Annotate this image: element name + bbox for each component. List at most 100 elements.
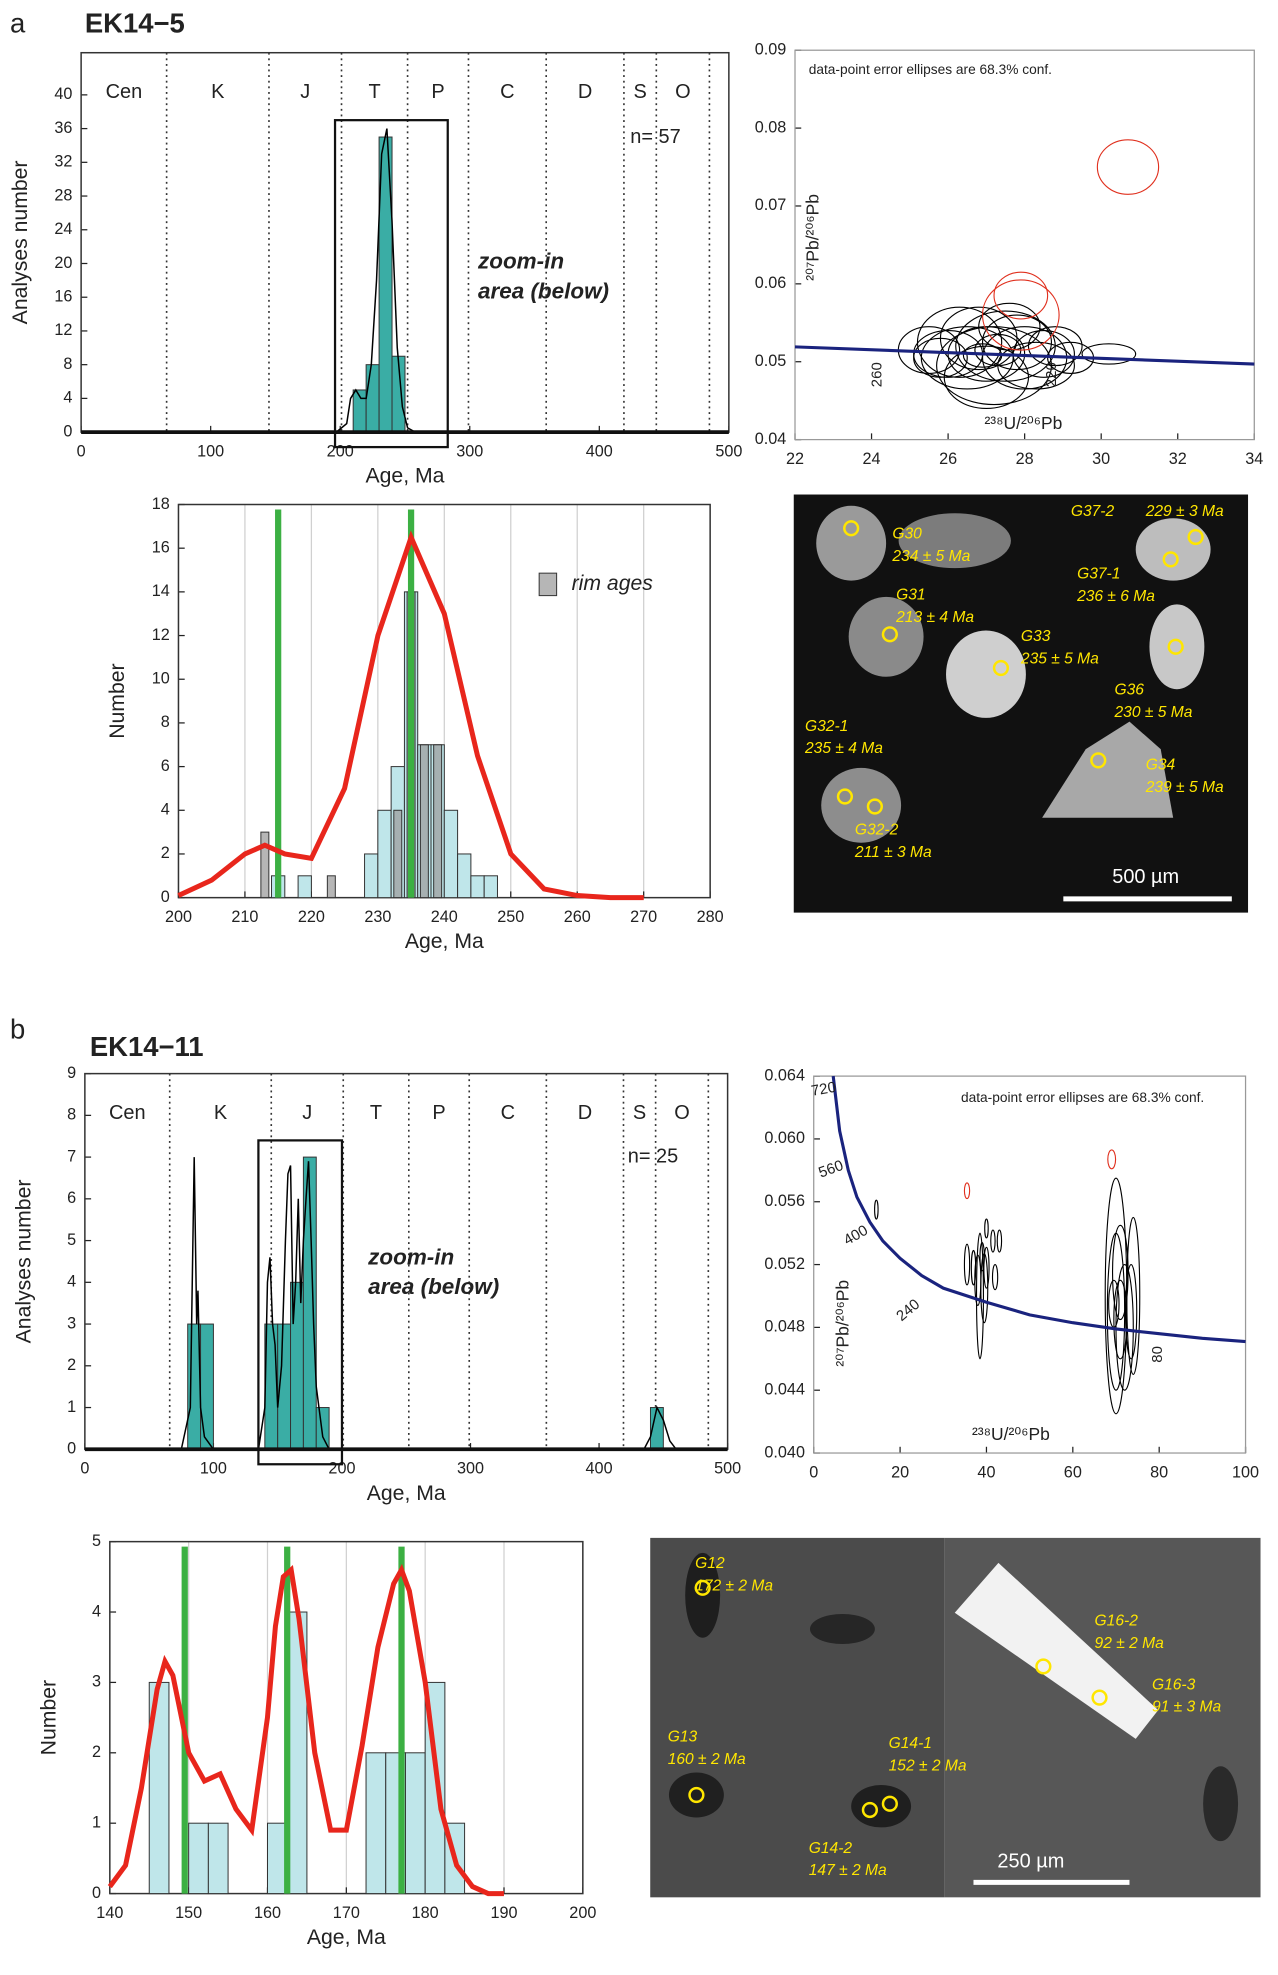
grain-name: G36 xyxy=(1115,682,1145,699)
spot xyxy=(1035,1658,1052,1675)
error-ellipse xyxy=(963,1182,971,1200)
y-tick-label: 8 xyxy=(63,355,72,373)
concordia-curve xyxy=(794,345,1255,366)
grain-age: 172 ± 2 Ma xyxy=(695,1578,773,1595)
x-tick-label: 0 xyxy=(809,1463,818,1481)
density-curve xyxy=(643,1405,677,1450)
grain-name: G14-1 xyxy=(889,1735,932,1752)
x-tick-label: 500 xyxy=(715,442,742,460)
y-tick-label: 9 xyxy=(67,1064,76,1082)
period-label: K xyxy=(211,81,225,103)
error-ellipse xyxy=(1096,139,1160,195)
x-tick-label: 100 xyxy=(197,442,224,460)
x-tick-label: 210 xyxy=(231,908,258,926)
zoom-label: area (below) xyxy=(478,278,609,303)
concordia-age: 400 xyxy=(841,1222,871,1249)
period-label: J xyxy=(300,81,310,103)
y-tick-label: 0 xyxy=(67,1440,76,1458)
grain-age: 211 ± 3 Ma xyxy=(854,844,932,861)
x-tick-label: 200 xyxy=(327,442,354,460)
y-tick-label: 0.064 xyxy=(764,1066,805,1084)
bar xyxy=(315,1407,330,1450)
x-tick-label: 270 xyxy=(630,908,657,926)
y-tick-label: 0.060 xyxy=(764,1129,805,1147)
spot xyxy=(881,626,898,643)
x-tick-label: 100 xyxy=(1232,1463,1259,1481)
x-tick-label: 190 xyxy=(490,1904,517,1922)
y-tick-label: 0.040 xyxy=(764,1443,805,1461)
scale-label: 250 µm xyxy=(997,1851,1064,1873)
zircon-grain xyxy=(821,767,902,843)
plot-frame xyxy=(813,1075,1247,1454)
x-tick-label: 250 xyxy=(497,908,524,926)
grain-age: 239 ± 5 Ma xyxy=(1145,779,1224,796)
spot xyxy=(1187,528,1204,546)
x-tick-label: 0 xyxy=(80,1460,89,1478)
legend-label: rim ages xyxy=(572,572,654,595)
grain-age: 213 ± 4 Ma xyxy=(895,609,974,626)
spot xyxy=(1162,551,1179,568)
zircon-grain xyxy=(946,630,1026,718)
bar xyxy=(419,744,429,899)
zoom-label: zoom-in xyxy=(477,248,564,273)
period-label: J xyxy=(302,1102,312,1124)
sample-title: EK14−11 xyxy=(90,1031,204,1062)
x-tick-label: 0 xyxy=(77,442,86,460)
period-label: D xyxy=(578,1102,592,1124)
grain-name: G32-1 xyxy=(805,718,848,735)
density-curve xyxy=(257,1161,330,1450)
x-axis-title: Age, Ma xyxy=(405,930,484,953)
y-tick-label: 28 xyxy=(54,186,72,204)
y-tick-label: 4 xyxy=(92,1602,101,1620)
spot xyxy=(836,788,854,805)
zircon-grain xyxy=(848,596,924,677)
y-tick-label: 0 xyxy=(92,1884,101,1902)
error-ellipse xyxy=(981,314,1052,371)
period-label: Cen xyxy=(106,81,143,103)
error-ellipse xyxy=(996,1229,1003,1253)
x-tick-label: 100 xyxy=(200,1460,227,1478)
y-axis-title: Analyses number xyxy=(13,1180,36,1344)
y-tick-label: 24 xyxy=(54,220,72,238)
grain-name: G13 xyxy=(668,1729,698,1746)
grain-name: G32-2 xyxy=(855,821,899,838)
bar xyxy=(433,744,443,899)
grain-age: 235 ± 4 Ma xyxy=(804,740,883,757)
y-tick-label: 1 xyxy=(92,1813,101,1831)
zoom-label: zoom-in xyxy=(367,1244,454,1269)
x-tick-label: 240 xyxy=(431,908,458,926)
x-tick-label: 260 xyxy=(564,908,591,926)
x-tick-label: 230 xyxy=(364,908,391,926)
y-axis-title: Number xyxy=(38,1680,61,1755)
grain-age: 236 ± 6 Ma xyxy=(1076,588,1155,605)
grain-age: 234 ± 5 Ma xyxy=(891,548,970,565)
zoom-label: area (below) xyxy=(368,1274,499,1299)
y-tick-label: 0.056 xyxy=(764,1192,805,1210)
grain-age: 235 ± 5 Ma xyxy=(1020,650,1099,667)
spot xyxy=(843,520,860,537)
x-tick-label: 160 xyxy=(254,1904,281,1922)
period-label: T xyxy=(370,1102,382,1124)
grain-name: G37-2 xyxy=(1071,503,1115,520)
period-label: C xyxy=(500,81,514,103)
period-label: D xyxy=(578,81,592,103)
y-tick-label: 3 xyxy=(67,1314,76,1332)
zircon-grain xyxy=(898,513,1011,569)
y-tick-label: 4 xyxy=(67,1273,76,1291)
grain-age: 160 ± 2 Ma xyxy=(668,1751,746,1768)
x-tick-label: 200 xyxy=(165,908,192,926)
y-tick-label: 0.044 xyxy=(764,1380,805,1398)
y-tick-label: 0.04 xyxy=(755,430,787,448)
x-tick-label: 34 xyxy=(1245,450,1263,468)
y-tick-label: 8 xyxy=(161,713,170,731)
error-ellipse xyxy=(1124,1264,1138,1360)
zircon-grain xyxy=(1203,1766,1239,1842)
x-tick-label: 220 xyxy=(298,908,325,926)
y-tick-label: 5 xyxy=(67,1231,76,1249)
error-ellipse xyxy=(975,1232,984,1360)
y-tick-label: 0.052 xyxy=(764,1255,805,1273)
period-label: P xyxy=(432,1102,445,1124)
y-tick-label: 0.08 xyxy=(755,118,787,136)
y-tick-label: 0.09 xyxy=(755,40,787,58)
error-ellipse xyxy=(1027,326,1083,367)
